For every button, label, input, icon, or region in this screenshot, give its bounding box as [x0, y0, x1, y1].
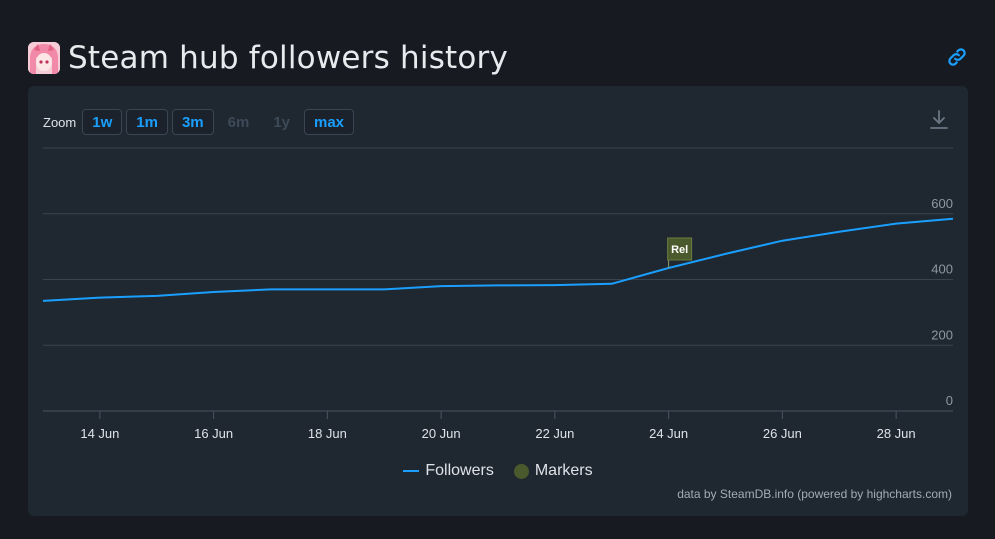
chart-legend: Followers Markers [28, 460, 968, 482]
anime-avatar-icon [28, 42, 60, 74]
x-tick-label: 20 Jun [422, 426, 461, 441]
page-title: Steam hub followers history [68, 40, 509, 76]
y-tick-label: 200 [931, 327, 953, 342]
x-tick-label: 28 Jun [877, 426, 916, 441]
x-tick-label: 18 Jun [308, 426, 347, 441]
zoom-bar: Zoom 1w 1m 3m 6m 1y max [43, 107, 358, 137]
y-tick-label: 0 [946, 393, 953, 408]
x-tick-label: 22 Jun [535, 426, 574, 441]
legend-item-markers[interactable]: Markers [513, 462, 593, 480]
chart-card: Zoom 1w 1m 3m 6m 1y max 0 200 400 600 14 Jun… [28, 86, 968, 516]
zoom-1w-button[interactable]: 1w [82, 109, 123, 135]
series-line-followers [42, 217, 954, 302]
chart-header: Steam hub followers history [28, 38, 968, 78]
followers-chart: 0 200 400 600 14 Jun 16 Jun 18 Jun 20 Jun 22 Jun… [42, 147, 954, 441]
zoom-1m-button[interactable]: 1m [126, 109, 168, 135]
x-tick-label: 24 Jun [649, 426, 688, 441]
y-tick-label: 600 [931, 196, 953, 211]
y-tick-label: 400 [931, 262, 953, 277]
zoom-6m-button: 6m [227, 113, 250, 131]
chart-credits[interactable]: data by SteamDB.info (powered by highcha… [677, 487, 952, 501]
flag-label: Rel [671, 244, 688, 256]
flag-marker [667, 237, 693, 261]
x-tick-label: 26 Jun [763, 426, 802, 441]
zoom-3m-button[interactable]: 3m [171, 109, 214, 135]
x-tick-label: 14 Jun [80, 426, 119, 441]
legend-dot-swatch [513, 463, 529, 479]
link-icon[interactable] [946, 46, 968, 68]
zoom-1y-button: 1y [273, 113, 290, 131]
legend-item-followers[interactable]: Followers [403, 462, 494, 480]
x-tick-label: 16 Jun [194, 426, 233, 441]
download-icon[interactable] [928, 108, 950, 132]
zoom-max-button[interactable]: max [304, 109, 355, 135]
zoom-label: Zoom [43, 114, 77, 130]
legend-line-swatch [403, 470, 420, 472]
legend-label-markers: Markers [534, 462, 593, 479]
legend-label-followers: Followers [425, 462, 494, 479]
